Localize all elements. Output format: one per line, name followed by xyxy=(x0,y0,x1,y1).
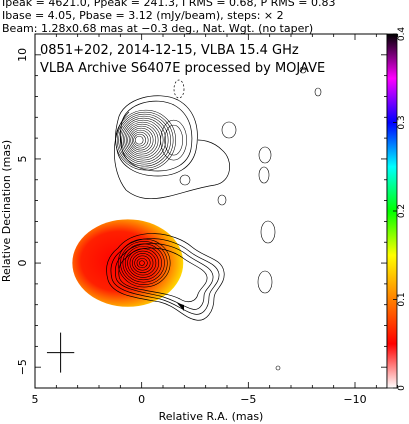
noise-contour xyxy=(221,121,237,139)
ghost-contour xyxy=(128,127,154,153)
noise-contour xyxy=(258,146,272,164)
ghost-contour xyxy=(115,109,176,171)
contour-layer xyxy=(72,66,322,371)
colorbar-tick-label: 0.3 xyxy=(397,115,407,129)
ghost-contour xyxy=(119,115,169,165)
header-line-3: Beam: 1.28x0.68 mas at −0.3 deg., Nat. W… xyxy=(2,22,314,35)
core-contour xyxy=(106,233,225,321)
x-tick-label: −5 xyxy=(240,393,256,406)
core-contour xyxy=(124,245,162,281)
ghost-contour xyxy=(131,131,149,149)
core-contour xyxy=(136,257,148,269)
chart-title: 0851+202, 2014-12-15, VLBA 15.4 GHz xyxy=(40,43,299,58)
ghost-contour xyxy=(125,123,159,157)
noise-contour xyxy=(314,87,322,97)
noise-contour xyxy=(179,174,191,186)
core-contour xyxy=(118,247,208,303)
y-axis: 10 5 0 −5 xyxy=(16,33,387,389)
y-axis-label: Relative Decination (mas) xyxy=(0,140,13,282)
chart-subtitle: VLBA Archive S6407E processed by MOJAVE xyxy=(40,61,325,76)
ghost-contour xyxy=(164,124,183,156)
ghost-contour xyxy=(116,111,174,169)
core-contour xyxy=(117,238,171,288)
ghost-contour xyxy=(130,129,151,151)
ghost-contour xyxy=(122,119,164,161)
x-axis-label: Relative R.A. (mas) xyxy=(159,410,264,423)
colorbar-tick-label: 0 xyxy=(397,385,407,391)
header-line-1: Ipeak = 4621.0, Ppeak = 241.3, I RMS = 0… xyxy=(2,0,336,9)
core-contour xyxy=(114,243,214,310)
noise-contour xyxy=(275,365,281,371)
x-tick-label: 0 xyxy=(138,393,145,406)
noise-contour xyxy=(257,270,273,294)
core-patch xyxy=(177,303,184,311)
plot-frame xyxy=(34,33,388,389)
core-contour xyxy=(139,260,145,266)
noise-contour xyxy=(258,166,270,184)
y-tick-label: 5 xyxy=(16,155,29,162)
noise-contour xyxy=(217,194,227,206)
x-axis: 5 0 −5 −10 xyxy=(32,34,399,406)
core-contour xyxy=(120,241,168,285)
bridge-contour xyxy=(114,111,230,199)
y-tick-label: 10 xyxy=(16,48,29,62)
x-tick-label: 5 xyxy=(32,393,39,406)
core-contour xyxy=(134,255,151,271)
y-tick-label: −5 xyxy=(16,359,29,375)
ghost-contour xyxy=(127,125,156,155)
core-contour xyxy=(131,253,154,273)
ghost-contour xyxy=(118,113,171,167)
ghost-contour xyxy=(133,133,146,147)
core-contour xyxy=(127,248,160,278)
header-line-2: Ibase = 4.05, Pbase = 3.12 (mJy/beam), s… xyxy=(2,9,284,22)
core-contour xyxy=(129,250,157,276)
colorbar-ticks: 0 0.1 0.2 0.3 0.4 xyxy=(393,27,407,391)
noise-contour xyxy=(299,66,307,74)
beam-marker xyxy=(46,332,75,373)
ghost-contour xyxy=(120,100,193,172)
colorbar-tick-label: 0.1 xyxy=(397,292,407,306)
negative-contour xyxy=(173,79,185,99)
x-tick-label: −10 xyxy=(343,393,366,406)
ghost-contour xyxy=(124,121,161,159)
y-tick-label: 0 xyxy=(16,260,29,267)
core-contour xyxy=(110,238,220,315)
colorbar-tick-label: 0.4 xyxy=(397,27,407,42)
core-contour xyxy=(122,243,165,283)
ghost-contour xyxy=(121,117,166,163)
ghost-contour xyxy=(160,119,187,161)
noise-contour xyxy=(260,220,276,244)
colorbar-tick-label: 0.2 xyxy=(397,204,407,218)
ghost-contour xyxy=(134,135,144,145)
